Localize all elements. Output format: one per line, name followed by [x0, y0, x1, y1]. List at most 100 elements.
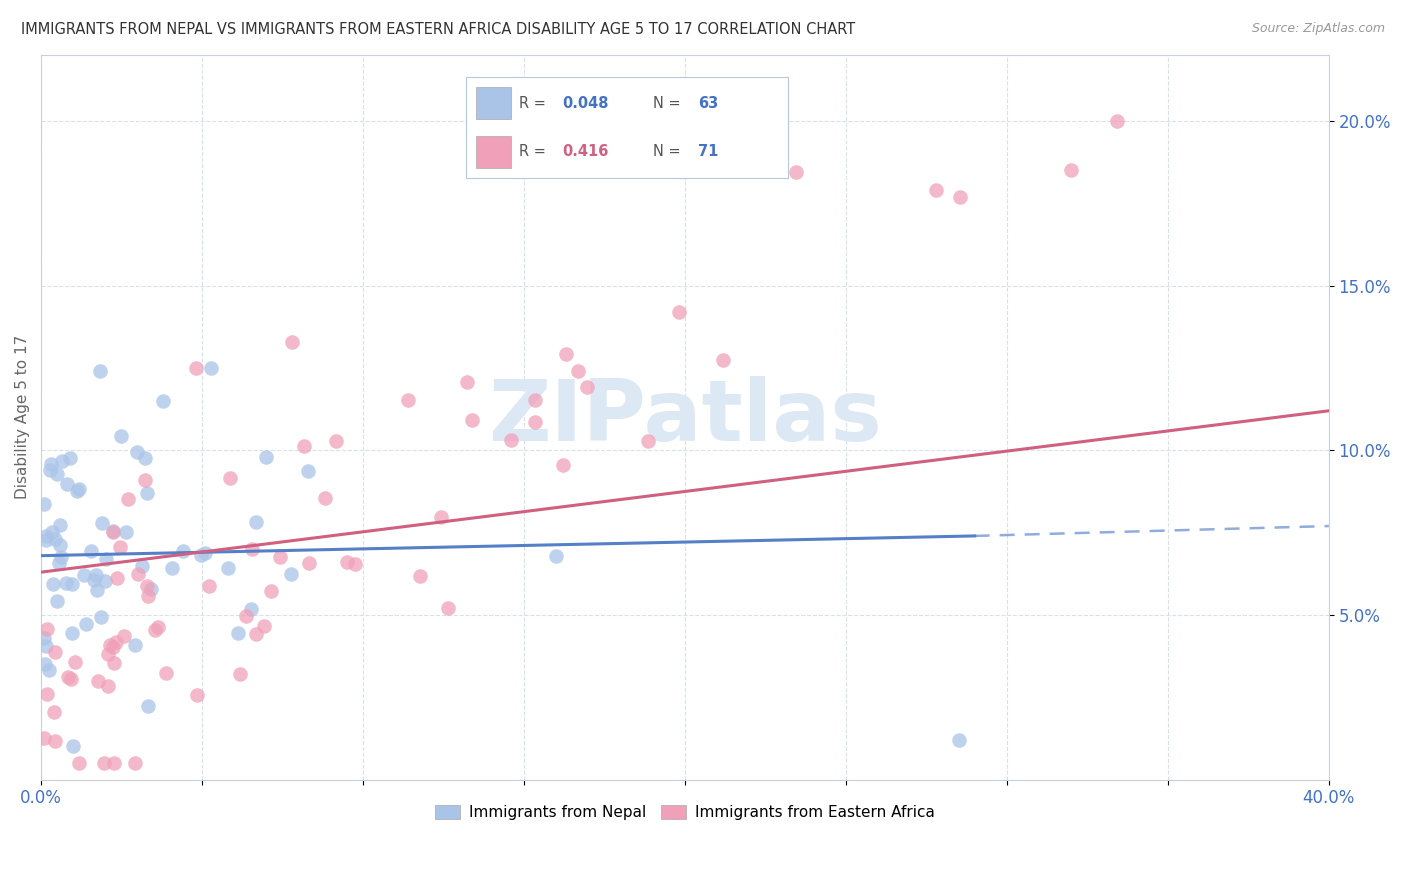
Point: [948, 733, 970, 747]
Point: [314, 491, 336, 506]
Point: [49, 549, 72, 564]
Point: [48, 556, 70, 570]
Point: [63, 655, 86, 669]
Point: [115, 524, 138, 539]
Point: [135, 579, 157, 593]
Point: [67, 482, 90, 496]
Point: [97, 680, 120, 694]
Text: ZIPatlas: ZIPatlas: [488, 376, 882, 458]
Text: Source: ZipAtlas.com: Source: ZipAtlas.com: [1251, 22, 1385, 36]
Point: [124, 638, 146, 652]
Point: [152, 393, 174, 408]
Point: [218, 471, 240, 485]
Point: [523, 392, 546, 407]
Point: [297, 463, 319, 477]
Point: [80, 543, 103, 558]
Point: [44, 734, 66, 748]
Point: [555, 347, 578, 361]
Point: [46, 594, 69, 608]
Point: [104, 634, 127, 648]
Point: [949, 190, 972, 204]
Point: [925, 183, 948, 197]
Point: [461, 413, 484, 427]
Point: [239, 602, 262, 616]
Point: [226, 625, 249, 640]
Point: [101, 524, 124, 538]
Point: [141, 582, 163, 596]
Point: [89, 364, 111, 378]
Point: [269, 549, 291, 564]
Point: [34, 529, 56, 543]
Point: [193, 546, 215, 560]
Point: [42, 577, 65, 591]
Point: [44, 645, 66, 659]
Point: [98, 638, 121, 652]
Point: [38, 664, 60, 678]
Point: [91, 516, 114, 531]
Point: [186, 688, 208, 702]
Point: [260, 584, 283, 599]
Point: [34, 631, 56, 645]
Point: [59, 451, 82, 466]
Point: [155, 666, 177, 681]
Point: [136, 698, 159, 713]
Point: [34, 657, 56, 671]
Point: [172, 543, 194, 558]
Point: [46, 467, 69, 481]
Point: [49, 538, 72, 552]
Point: [228, 667, 250, 681]
Point: [184, 361, 207, 376]
Point: [437, 600, 460, 615]
Point: [35, 687, 58, 701]
Point: [430, 509, 453, 524]
Point: [235, 608, 257, 623]
Point: [336, 555, 359, 569]
Point: [125, 444, 148, 458]
Point: [190, 548, 212, 562]
Point: [87, 674, 110, 689]
Point: [73, 568, 96, 582]
Point: [124, 756, 146, 771]
Point: [110, 428, 132, 442]
Point: [75, 616, 97, 631]
Point: [280, 567, 302, 582]
Point: [51, 454, 73, 468]
Point: [143, 623, 166, 637]
Point: [576, 379, 599, 393]
Point: [134, 473, 156, 487]
Point: [34, 497, 56, 511]
Point: [668, 305, 690, 319]
Point: [1060, 163, 1083, 178]
Point: [281, 334, 304, 349]
Point: [127, 567, 149, 582]
Point: [86, 582, 108, 597]
Point: [56, 477, 79, 491]
Point: [66, 483, 89, 498]
Point: [62, 739, 84, 753]
Point: [148, 620, 170, 634]
Point: [39, 458, 62, 472]
Point: [103, 656, 125, 670]
Point: [711, 353, 734, 368]
Point: [298, 556, 321, 570]
Point: [37, 622, 59, 636]
Point: [94, 574, 117, 588]
Point: [44, 532, 66, 546]
Point: [93, 756, 115, 771]
Point: [108, 541, 131, 555]
Point: [785, 165, 807, 179]
Point: [83, 573, 105, 587]
Point: [34, 731, 56, 745]
Legend: Immigrants from Nepal, Immigrants from Eastern Africa: Immigrants from Nepal, Immigrants from E…: [429, 798, 941, 826]
Point: [1107, 114, 1129, 128]
Point: [41, 525, 63, 540]
Point: [408, 568, 430, 582]
Point: [200, 361, 222, 376]
Point: [97, 647, 120, 661]
Point: [637, 434, 659, 449]
Point: [112, 629, 135, 643]
Text: IMMIGRANTS FROM NEPAL VS IMMIGRANTS FROM EASTERN AFRICA DISABILITY AGE 5 TO 17 C: IMMIGRANTS FROM NEPAL VS IMMIGRANTS FROM…: [21, 22, 855, 37]
Y-axis label: Disability Age 5 to 17: Disability Age 5 to 17: [15, 335, 30, 500]
Point: [117, 492, 139, 507]
Point: [35, 533, 58, 548]
